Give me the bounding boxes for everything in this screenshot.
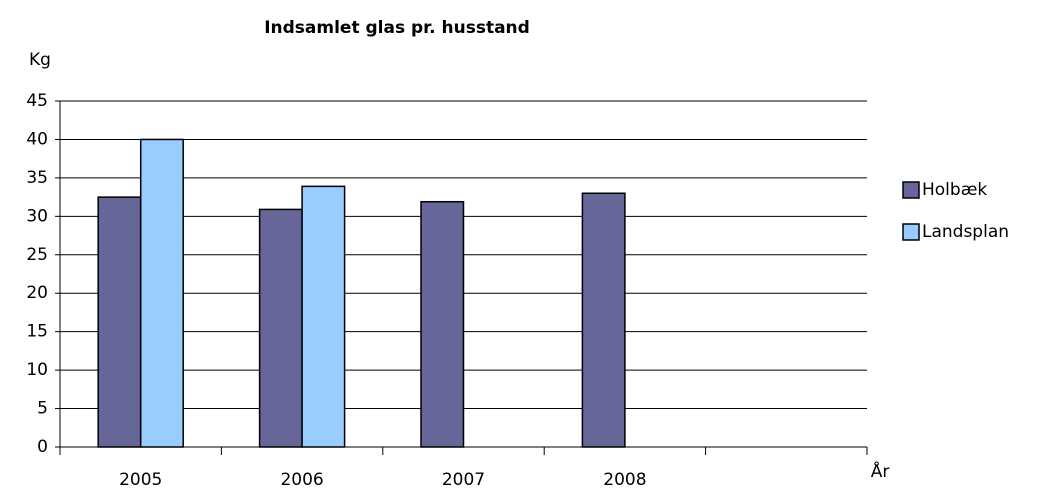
bar [258, 208, 303, 448]
x-tick-label: 2008 [603, 470, 646, 490]
y-tick-label: 20 [26, 283, 48, 303]
y-tick-label: 15 [26, 322, 48, 342]
y-tick-label: 5 [37, 399, 48, 419]
legend-label: Landsplan [922, 222, 1009, 242]
y-tick-label: 0 [37, 437, 48, 457]
bar [301, 185, 346, 448]
y-tick-label: 25 [26, 245, 48, 265]
bar [139, 138, 184, 448]
y-axis-label: Kg [29, 50, 51, 70]
bar [97, 196, 142, 448]
y-tick-label: 40 [26, 129, 48, 149]
legend-swatch [902, 181, 920, 199]
y-tick-label: 35 [26, 168, 48, 188]
x-tick-label: 2007 [442, 470, 485, 490]
x-tick-label: 2006 [280, 470, 323, 490]
y-tick-label: 45 [26, 91, 48, 111]
y-tick-label: 30 [26, 206, 48, 226]
x-tick-label: 2005 [119, 470, 162, 490]
bar [581, 192, 626, 448]
chart-title: Indsamlet glas pr. husstand [264, 18, 530, 38]
y-tick-label: 10 [26, 360, 48, 380]
legend-swatch [902, 223, 920, 241]
bar [420, 200, 465, 448]
x-axis-label: År [871, 460, 890, 482]
legend-label: Holbæk [922, 180, 987, 200]
